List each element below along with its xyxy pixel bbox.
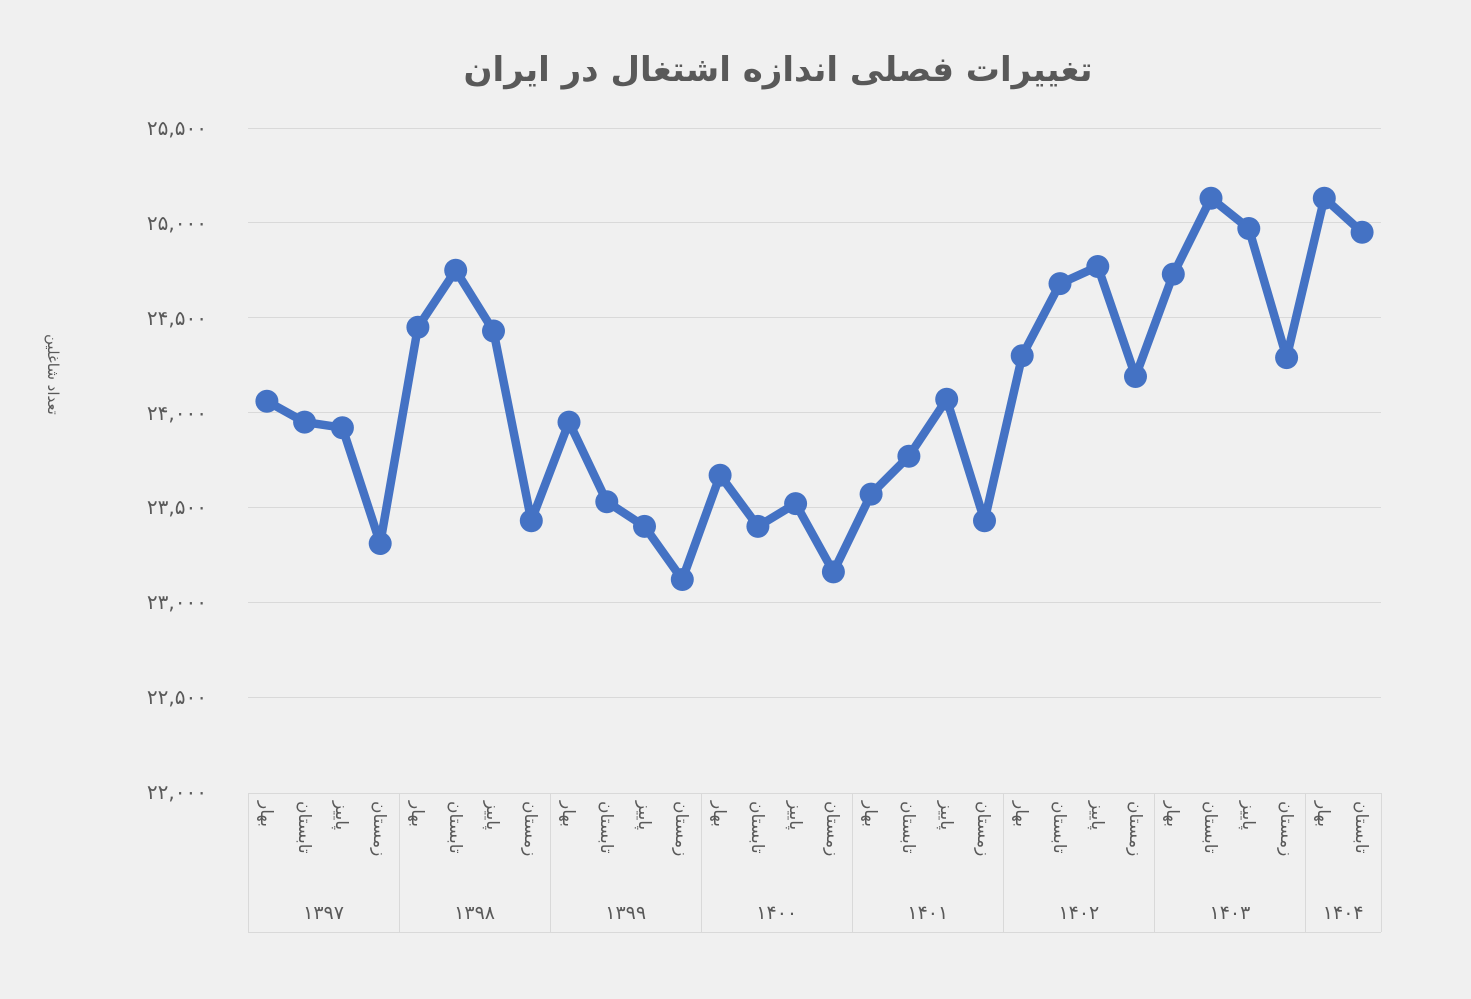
year-label: ۱۴۰۱	[907, 902, 949, 924]
data-point-marker	[1048, 272, 1072, 296]
year-label: ۱۴۰۳	[1209, 902, 1251, 924]
y-tick-label: ۲۳,۵۰۰	[146, 495, 207, 520]
data-point-marker	[859, 482, 883, 506]
data-point-marker	[973, 509, 996, 533]
season-label: بهار	[860, 801, 881, 827]
season-label: پاییز	[1086, 801, 1107, 831]
gridline	[248, 506, 1381, 508]
data-point-marker	[255, 389, 279, 413]
chart-title: تغییرات فصلی اندازه اشتغال در ایران	[463, 50, 1093, 90]
data-point-marker	[444, 258, 468, 282]
y-tick-label: ۲۲,۵۰۰	[146, 685, 207, 710]
year-label: ۱۴۰۴	[1322, 902, 1364, 924]
year-label: ۱۴۰۰	[756, 902, 798, 924]
data-point-marker	[330, 416, 354, 440]
season-label: پاییز	[482, 801, 503, 831]
data-point-marker	[746, 514, 770, 538]
year-group-divider	[1003, 793, 1005, 932]
data-point-marker	[557, 410, 581, 434]
axis-line	[248, 793, 1381, 794]
season-label: بهار	[1162, 801, 1183, 827]
year-group-divider	[1381, 793, 1382, 932]
season-label: تابستان	[444, 801, 465, 854]
data-point-marker	[1237, 217, 1261, 240]
data-point-marker	[670, 568, 694, 591]
year-group-divider	[399, 793, 401, 932]
data-point-marker	[368, 532, 392, 555]
season-label: بهار	[709, 801, 730, 827]
data-point-marker	[519, 509, 543, 533]
season-label: زمستان	[520, 801, 541, 857]
year-label: ۱۴۰۲	[1058, 902, 1100, 924]
year-group-divider	[701, 793, 703, 932]
data-point-marker	[1086, 255, 1110, 278]
gridline	[248, 696, 1381, 698]
y-tick-label: ۲۲,۰۰۰	[146, 780, 207, 804]
season-label: بهار	[558, 801, 579, 827]
y-tick-label: ۲۴,۵۰۰	[146, 305, 207, 330]
season-label: زمستان	[822, 801, 843, 857]
season-label: پاییز	[633, 801, 654, 831]
y-tick-label: ۲۵,۰۰۰	[146, 210, 207, 235]
season-label: زمستان	[1124, 801, 1145, 857]
gridline	[248, 317, 1381, 319]
band-bottom-border	[248, 932, 1381, 933]
data-point-marker	[1275, 346, 1299, 370]
trend-line	[262, 193, 1367, 584]
gridline	[248, 601, 1381, 603]
season-label: تابستان	[1200, 801, 1221, 854]
year-group-divider	[1154, 793, 1156, 932]
season-label: زمستان	[973, 801, 994, 857]
y-tick-label: ۲۳,۰۰۰	[146, 590, 207, 615]
year-label: ۱۳۹۸	[454, 902, 495, 924]
data-point-marker	[595, 490, 619, 514]
year-label: ۱۳۹۷	[303, 902, 344, 924]
gridline	[248, 412, 1381, 414]
data-point-marker	[897, 444, 921, 468]
data-point-marker	[1350, 220, 1374, 244]
y-tick-label: ۲۵,۵۰۰	[146, 116, 207, 140]
data-point-marker	[1124, 365, 1147, 388]
season-label: پاییز	[784, 801, 805, 831]
year-group-divider	[248, 793, 249, 932]
data-point-marker	[1161, 262, 1185, 286]
year-group-divider	[550, 793, 552, 932]
data-point-marker	[708, 463, 732, 487]
season-label: بهار	[1011, 801, 1032, 827]
data-point-marker	[1199, 186, 1223, 210]
gridline	[248, 127, 1381, 129]
season-label: تابستان	[1048, 801, 1069, 854]
data-point-marker	[633, 514, 656, 538]
data-point-marker	[1312, 186, 1336, 210]
year-label: ۱۳۹۹	[605, 902, 647, 924]
data-point-marker	[821, 560, 845, 584]
season-label: زمستان	[671, 801, 692, 857]
y-tick-label: ۲۴,۰۰۰	[146, 400, 207, 425]
season-label: زمستان	[1275, 801, 1296, 857]
data-point-marker	[935, 387, 959, 411]
season-label: پاییز	[935, 801, 956, 831]
season-label: بهار	[406, 801, 427, 827]
year-group-divider	[852, 793, 854, 932]
season-label: تابستان	[293, 801, 314, 854]
data-point-marker	[406, 315, 430, 339]
gridline	[248, 222, 1381, 224]
season-label: زمستان	[369, 801, 390, 857]
data-point-marker	[482, 319, 505, 343]
season-label: پاییز	[331, 801, 352, 831]
season-label: تابستان	[595, 801, 616, 854]
season-label: بهار	[1313, 801, 1334, 827]
season-label: تابستان	[746, 801, 767, 854]
data-point-marker	[293, 410, 317, 434]
data-point-marker	[784, 492, 808, 516]
year-group-divider	[1305, 793, 1307, 932]
season-label: تابستان	[897, 801, 918, 854]
data-point-marker	[1010, 344, 1034, 368]
season-label: تابستان	[1351, 801, 1372, 854]
season-label: بهار	[255, 801, 276, 827]
season-label: پاییز	[1237, 801, 1258, 831]
